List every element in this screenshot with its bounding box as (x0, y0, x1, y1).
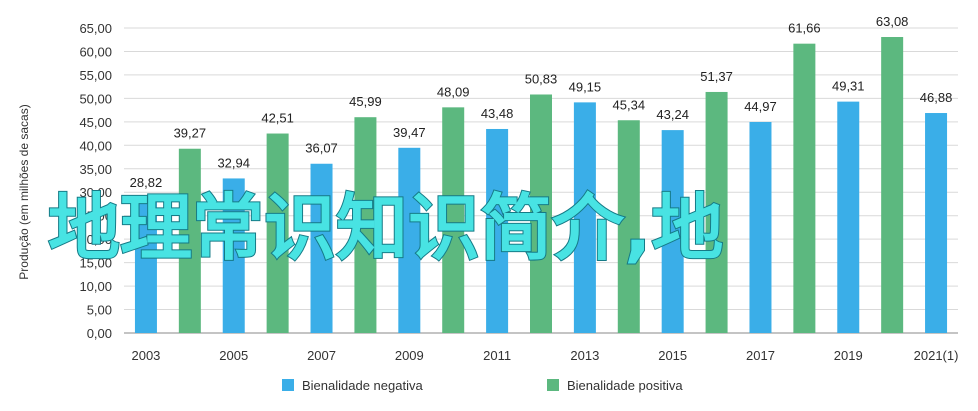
bar-negative (749, 121, 772, 333)
y-tick-label: 20,00 (79, 232, 112, 247)
y-tick-label: 25,00 (79, 209, 112, 224)
data-label: 43,24 (656, 107, 689, 122)
x-tick-label: 2017 (746, 348, 775, 363)
legend-swatch (282, 379, 294, 391)
data-label: 32,94 (217, 155, 250, 170)
x-tick-label: 2009 (395, 348, 424, 363)
bar-positive (530, 94, 552, 334)
data-label: 49,31 (832, 79, 865, 94)
bar-negative (310, 163, 333, 333)
y-tick-label: 40,00 (79, 138, 112, 153)
bar-negative (134, 197, 157, 333)
bars (134, 37, 948, 334)
data-label: 39,27 (174, 126, 207, 141)
data-label: 39,47 (393, 125, 426, 140)
y-tick-label: 35,00 (79, 162, 112, 177)
bar-positive (881, 37, 904, 334)
y-axis-ticks: 0,00 5,00 10,00 15,00 20,00 25,00 30,00 35,00 40… (79, 21, 112, 341)
x-tick-label: 2015 (658, 348, 687, 363)
data-label: 42,51 (261, 111, 294, 126)
bar-positive (178, 148, 201, 333)
x-tick-label: 2021(1) (914, 348, 959, 363)
data-label: 46,88 (920, 90, 953, 105)
y-tick-label: 60,00 (79, 44, 112, 59)
y-tick-label: 50,00 (79, 91, 112, 106)
data-label: 49,15 (569, 79, 602, 94)
y-tick-label: 10,00 (79, 279, 112, 294)
data-label: 51,37 (700, 69, 733, 84)
legend-label: Bienalidade negativa (302, 378, 423, 393)
x-tick-label: 2019 (834, 348, 863, 363)
x-tick-label: 2007 (307, 348, 336, 363)
bar-negative (222, 178, 245, 333)
bar-negative (398, 147, 421, 333)
data-labels: 28,82 32,94 36,07 39,47 43,48 49,15 43,24 44,97… (130, 14, 953, 190)
data-label: 28,82 (130, 175, 163, 190)
bar-negative (837, 101, 860, 333)
y-tick-label: 15,00 (79, 256, 112, 271)
x-tick-label: 2003 (131, 348, 160, 363)
legend-label: Bienalidade positiva (567, 378, 683, 393)
bar-positive (354, 117, 377, 333)
data-label: 43,48 (481, 106, 514, 121)
y-tick-label: 5,00 (87, 303, 112, 318)
data-label: 36,07 (305, 141, 338, 156)
bar-negative (573, 102, 596, 333)
data-label: 50,83 (525, 71, 558, 86)
bar-negative (486, 128, 509, 333)
data-label: 63,08 (876, 14, 909, 29)
x-tick-label: 2011 (483, 348, 511, 363)
x-tick-label: 2013 (570, 348, 599, 363)
x-axis-ticks: 2003 2005 2007 2009 2011 2013 2015 2017 2019 2021… (131, 348, 958, 363)
x-tick-label: 2005 (219, 348, 248, 363)
y-tick-label: 55,00 (79, 68, 112, 83)
overlay-watermark-text: 地理常识知识简介,地 (48, 186, 723, 270)
data-label: 45,34 (613, 97, 646, 112)
bar-positive (266, 133, 289, 333)
data-label: 61,66 (788, 21, 821, 36)
data-label: 48,09 (437, 84, 470, 99)
legend: Bienalidade negativa Bienalidade positiva (282, 378, 683, 393)
y-tick-label: 0,00 (87, 326, 112, 341)
y-axis-title: Produção (em milhões de sacas) (17, 104, 31, 279)
bar-positive (793, 43, 816, 334)
bar-negative (661, 130, 684, 333)
bar-positive (442, 107, 465, 333)
data-label: 45,99 (349, 94, 382, 109)
y-tick-label: 30,00 (79, 185, 112, 200)
legend-swatch (547, 379, 559, 391)
y-tick-label: 65,00 (79, 21, 112, 36)
bar-positive (705, 91, 728, 334)
bar-negative (925, 113, 948, 333)
y-tick-label: 45,00 (79, 115, 112, 130)
bar-positive (617, 120, 640, 334)
data-label: 44,97 (744, 99, 777, 114)
